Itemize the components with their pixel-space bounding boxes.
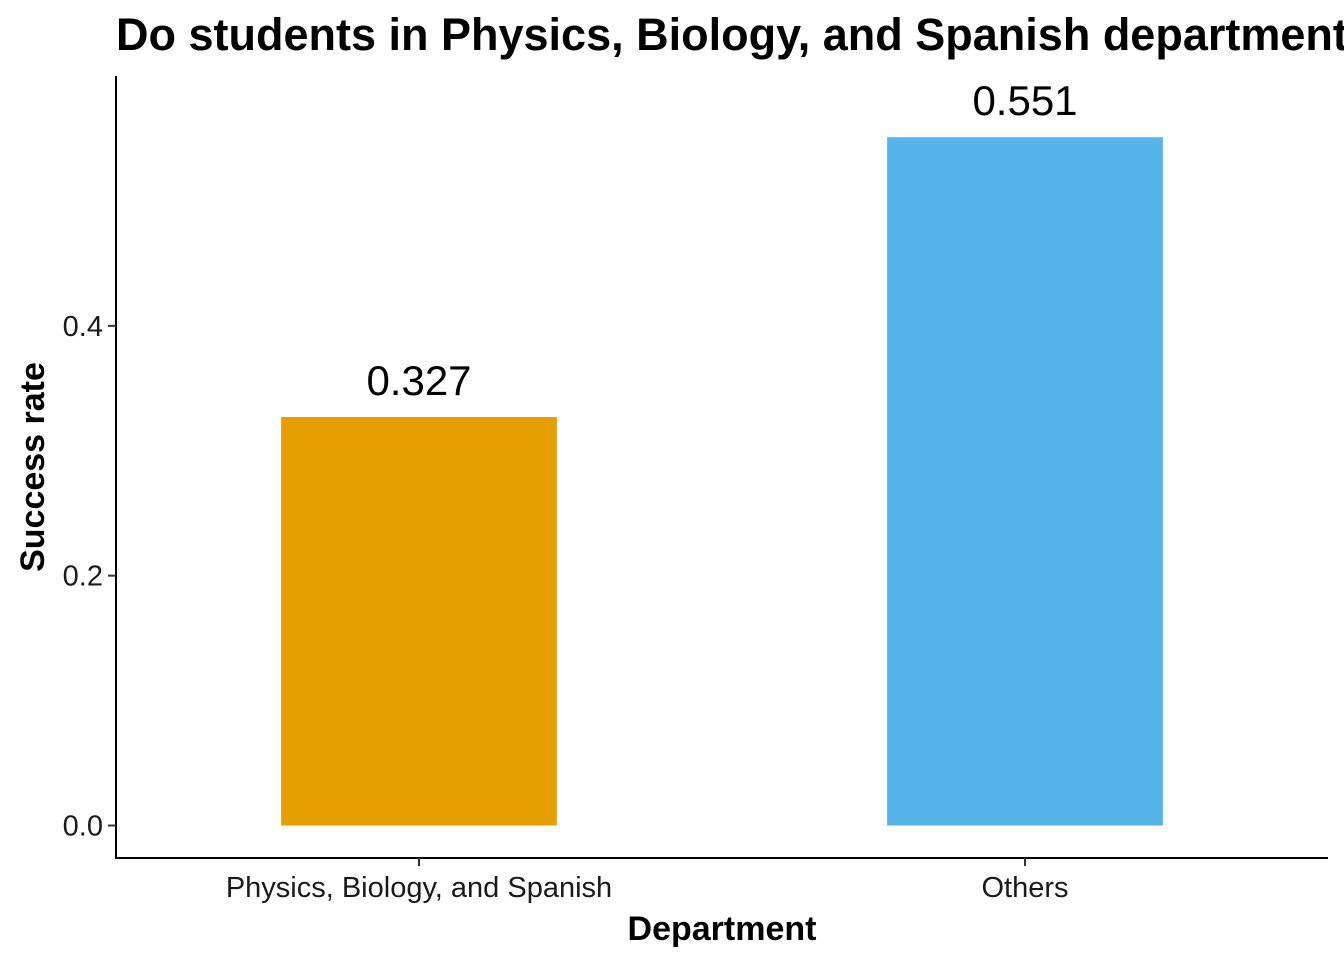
- data-label-0: 0.327: [366, 357, 471, 404]
- y-axis-ticks: 0.0 0.2 0.4: [63, 311, 116, 843]
- y-tick-label-2: 0.4: [63, 311, 103, 343]
- bars-group: 0.327 0.551: [281, 77, 1163, 826]
- y-tick-label-0: 0.0: [63, 811, 103, 843]
- chart-title: Do students in Physics, Biology, and Spa…: [116, 9, 1344, 60]
- data-label-1: 0.551: [972, 77, 1077, 124]
- x-axis-ticks: Physics, Biology, and Spanish Others: [226, 858, 1069, 904]
- x-tick-label-0: Physics, Biology, and Spanish: [226, 872, 612, 904]
- x-tick-label-1: Others: [981, 872, 1068, 904]
- x-axis-title: Department: [628, 910, 817, 948]
- bar-0: [281, 417, 557, 826]
- y-axis-title: Success rate: [14, 362, 52, 572]
- bar-1: [887, 137, 1163, 826]
- y-tick-label-1: 0.2: [63, 561, 103, 593]
